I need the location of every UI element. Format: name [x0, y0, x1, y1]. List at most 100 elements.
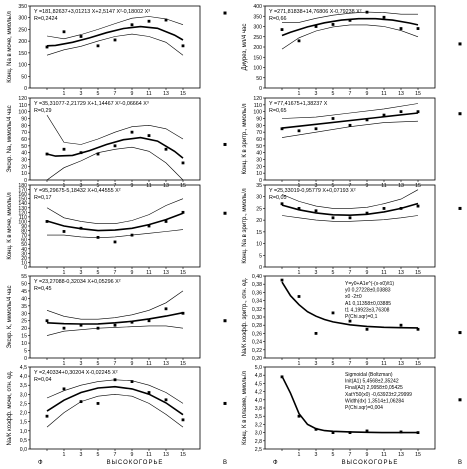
x-tick-label: 3 — [80, 361, 83, 367]
x-tick-label: 9 — [366, 452, 369, 458]
y-axis-label: Конц. К в моче, ммоль/л — [7, 192, 13, 260]
confidence-band-lower — [47, 229, 184, 239]
correlation-r: R=0,65 — [269, 108, 287, 114]
confidence-band-upper — [281, 189, 419, 209]
data-point — [314, 25, 318, 28]
y-tick-label: 300 — [18, 16, 27, 22]
y-tick-label: 2,5 — [255, 447, 262, 453]
x-tick-label: 7 — [349, 361, 352, 367]
y-tick-label: 40 — [256, 151, 262, 157]
y-tick-label: 35 — [21, 304, 27, 310]
regression-equation: Y =35,31077-2,21729 X+1,14467 X²-0,06664… — [34, 101, 149, 107]
x-tick-label: 5 — [332, 183, 335, 189]
y-tick-label: 5,0 — [255, 365, 262, 371]
x-tick-label: 7 — [349, 452, 352, 458]
y-tick-label: 50 — [256, 144, 262, 150]
y-tick-label: 15 — [21, 334, 27, 340]
correlation-r: R=0,17 — [34, 195, 52, 201]
x-tick-label: 1 — [63, 270, 66, 276]
y-tick-label: 0,40 — [252, 274, 262, 280]
x-tick-label: 1 — [298, 361, 301, 367]
data-point — [348, 319, 352, 323]
y-tick-label: 3,0 — [255, 431, 262, 437]
y-tick-label: 30 — [256, 195, 262, 201]
data-point — [147, 134, 151, 137]
phi-label: Ф — [273, 460, 278, 466]
correlation-r: R=0,05 — [269, 195, 287, 201]
data-point — [331, 23, 335, 26]
group-label: ВЫСОКОГОРЬЕ — [107, 460, 164, 466]
x-tick-label: 15 — [180, 361, 186, 367]
y-tick-label: 120 — [253, 96, 262, 102]
data-point — [147, 319, 151, 323]
fit-parameter-line: XatY50(x0) -0,63923±2,29999 — [345, 392, 412, 398]
x-tick-label: 13 — [398, 91, 404, 97]
x-tick-label: 3 — [315, 183, 318, 189]
y-tick-label: 250 — [253, 35, 262, 41]
x-tick-label: 1 — [63, 91, 66, 97]
confidence-band-upper — [46, 379, 184, 404]
plot-frame — [29, 184, 201, 268]
y-tick-label: 1,0 — [20, 429, 27, 435]
y-tick-label: 0,24 — [252, 340, 262, 346]
y-tick-label: 350 — [18, 4, 27, 10]
y-axis-label: Экскр. К, мкмоль/4 час — [7, 286, 13, 349]
plot-frame — [264, 5, 436, 89]
confidence-band-upper — [282, 11, 418, 23]
data-point — [79, 400, 83, 404]
x-tick-label: 3 — [80, 452, 83, 458]
y-tick-label: 80 — [21, 123, 27, 129]
confidence-band-lower — [46, 325, 184, 336]
data-point — [62, 147, 66, 151]
y-tick-label: 120 — [18, 96, 27, 102]
fit-curve — [46, 212, 184, 232]
y-tick-label: 100 — [253, 66, 262, 72]
x-tick-label: 11 — [146, 91, 151, 97]
data-point — [62, 326, 66, 330]
confidence-band-lower — [46, 33, 184, 56]
fit-parameter-line: Final(A2) 2,9958±0,05425 — [345, 385, 403, 391]
data-point — [147, 19, 151, 23]
confidence-band-upper — [281, 103, 419, 119]
x-tick-label: 15 — [415, 183, 421, 189]
data-point — [416, 431, 420, 434]
x-tick-label: 1 — [298, 452, 301, 458]
x-tick-label: 7 — [114, 270, 117, 276]
confidence-band-lower — [46, 146, 184, 181]
data-point — [130, 130, 134, 134]
y-tick-label: 40 — [21, 151, 27, 157]
y-tick-label: 45 — [21, 289, 27, 295]
data-point — [113, 378, 117, 382]
data-point — [113, 144, 117, 148]
data-point — [96, 326, 100, 330]
data-point — [79, 151, 83, 155]
x-tick-label: 9 — [366, 91, 369, 97]
x-tick-label: 11 — [381, 91, 386, 97]
data-point — [314, 127, 318, 131]
y-tick-label: 55 — [21, 274, 27, 280]
x-tick-label: 5 — [97, 183, 100, 189]
x-tick-label: 13 — [398, 183, 404, 189]
fit-parameter-line: Sigmoidal (Boltzman) — [345, 372, 393, 378]
regression-equation: Y =77,41675+1,38237 X — [269, 101, 328, 107]
y-tick-label: 15 — [256, 230, 262, 236]
data-point — [164, 18, 168, 22]
fit-curve — [46, 136, 184, 159]
data-point — [45, 152, 49, 156]
y-tick-label: 130 — [18, 206, 27, 212]
x-tick-label: 7 — [349, 183, 352, 189]
x-tick-label: 11 — [381, 270, 386, 276]
fit-curve — [281, 112, 419, 129]
data-point — [96, 44, 100, 48]
x-tick-label: 13 — [398, 361, 404, 367]
y-tick-label: 2,5 — [20, 401, 27, 407]
correlation-r: R=0,66 — [269, 16, 287, 22]
data-point — [365, 429, 369, 433]
x-tick-label: 5 — [332, 270, 335, 276]
x-tick-label: 13 — [163, 270, 169, 276]
data-point — [45, 414, 49, 418]
